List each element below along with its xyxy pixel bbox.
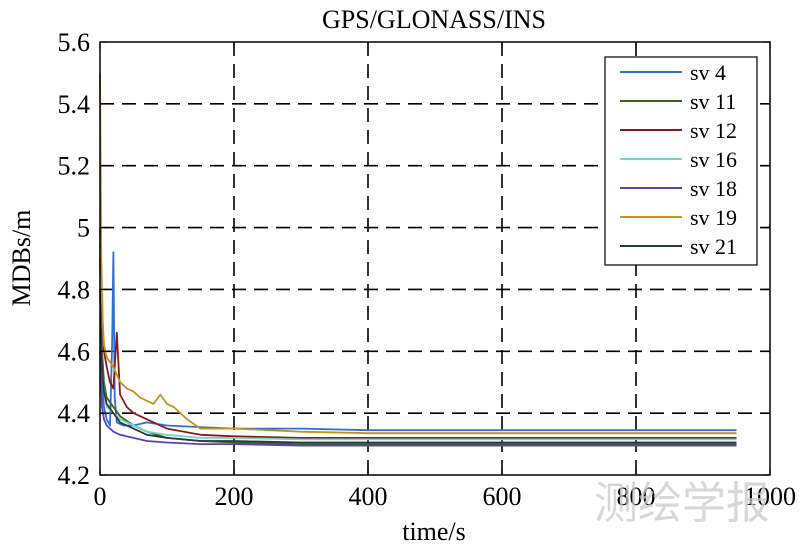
x-tick-label: 1000	[744, 482, 796, 511]
legend-label: sv 11	[690, 89, 736, 114]
plot-frame	[99, 41, 771, 476]
legend-label: sv 4	[690, 60, 726, 85]
chart-title: GPS/GLONASS/INS	[322, 5, 546, 34]
series-line-sv-16	[99, 273, 737, 441]
series-line-sv-18	[99, 351, 737, 447]
y-tick-label: 4.8	[58, 275, 91, 304]
y-tick-label: 5.6	[58, 28, 91, 57]
series-line-sv-4	[99, 242, 737, 432]
x-tick-label: 0	[94, 482, 107, 511]
y-axis-label: MDBs/m	[7, 210, 36, 307]
series-line-sv-11	[99, 258, 737, 446]
legend-label: sv 19	[690, 205, 737, 230]
legend-label: sv 12	[690, 118, 737, 143]
series-lines	[99, 72, 737, 447]
axis-ticks: 0 200 400 600 800 1000 4.2 4.4 4.6 4.8 5 5.2 5.4 5.6	[58, 28, 797, 511]
series-line-sv-19	[99, 72, 737, 435]
watermark-text: 测绘学报	[594, 478, 770, 529]
y-tick-label: 4.4	[58, 399, 91, 428]
legend-box	[604, 56, 758, 266]
x-tick-label: 400	[349, 482, 388, 511]
y-tick-label: 4.2	[58, 461, 91, 490]
legend: sv 4 sv 11 sv 12 sv 16 sv 18 sv 19 sv 21	[604, 56, 758, 266]
legend-label: sv 16	[690, 147, 737, 172]
x-tick-label: 800	[617, 482, 656, 511]
y-tick-label: 5.2	[58, 152, 91, 181]
x-axis-label: time/s	[402, 517, 466, 546]
series-line-sv-12	[99, 227, 737, 439]
x-tick-label: 200	[215, 482, 254, 511]
legend-label: sv 18	[690, 176, 737, 201]
x-tick-label: 600	[483, 482, 522, 511]
series-line-sv-21	[99, 289, 737, 444]
y-tick-label: 4.6	[58, 337, 91, 366]
y-tick-label: 5	[77, 214, 90, 243]
y-tick-label: 5.4	[58, 90, 91, 119]
legend-label: sv 21	[690, 234, 737, 259]
